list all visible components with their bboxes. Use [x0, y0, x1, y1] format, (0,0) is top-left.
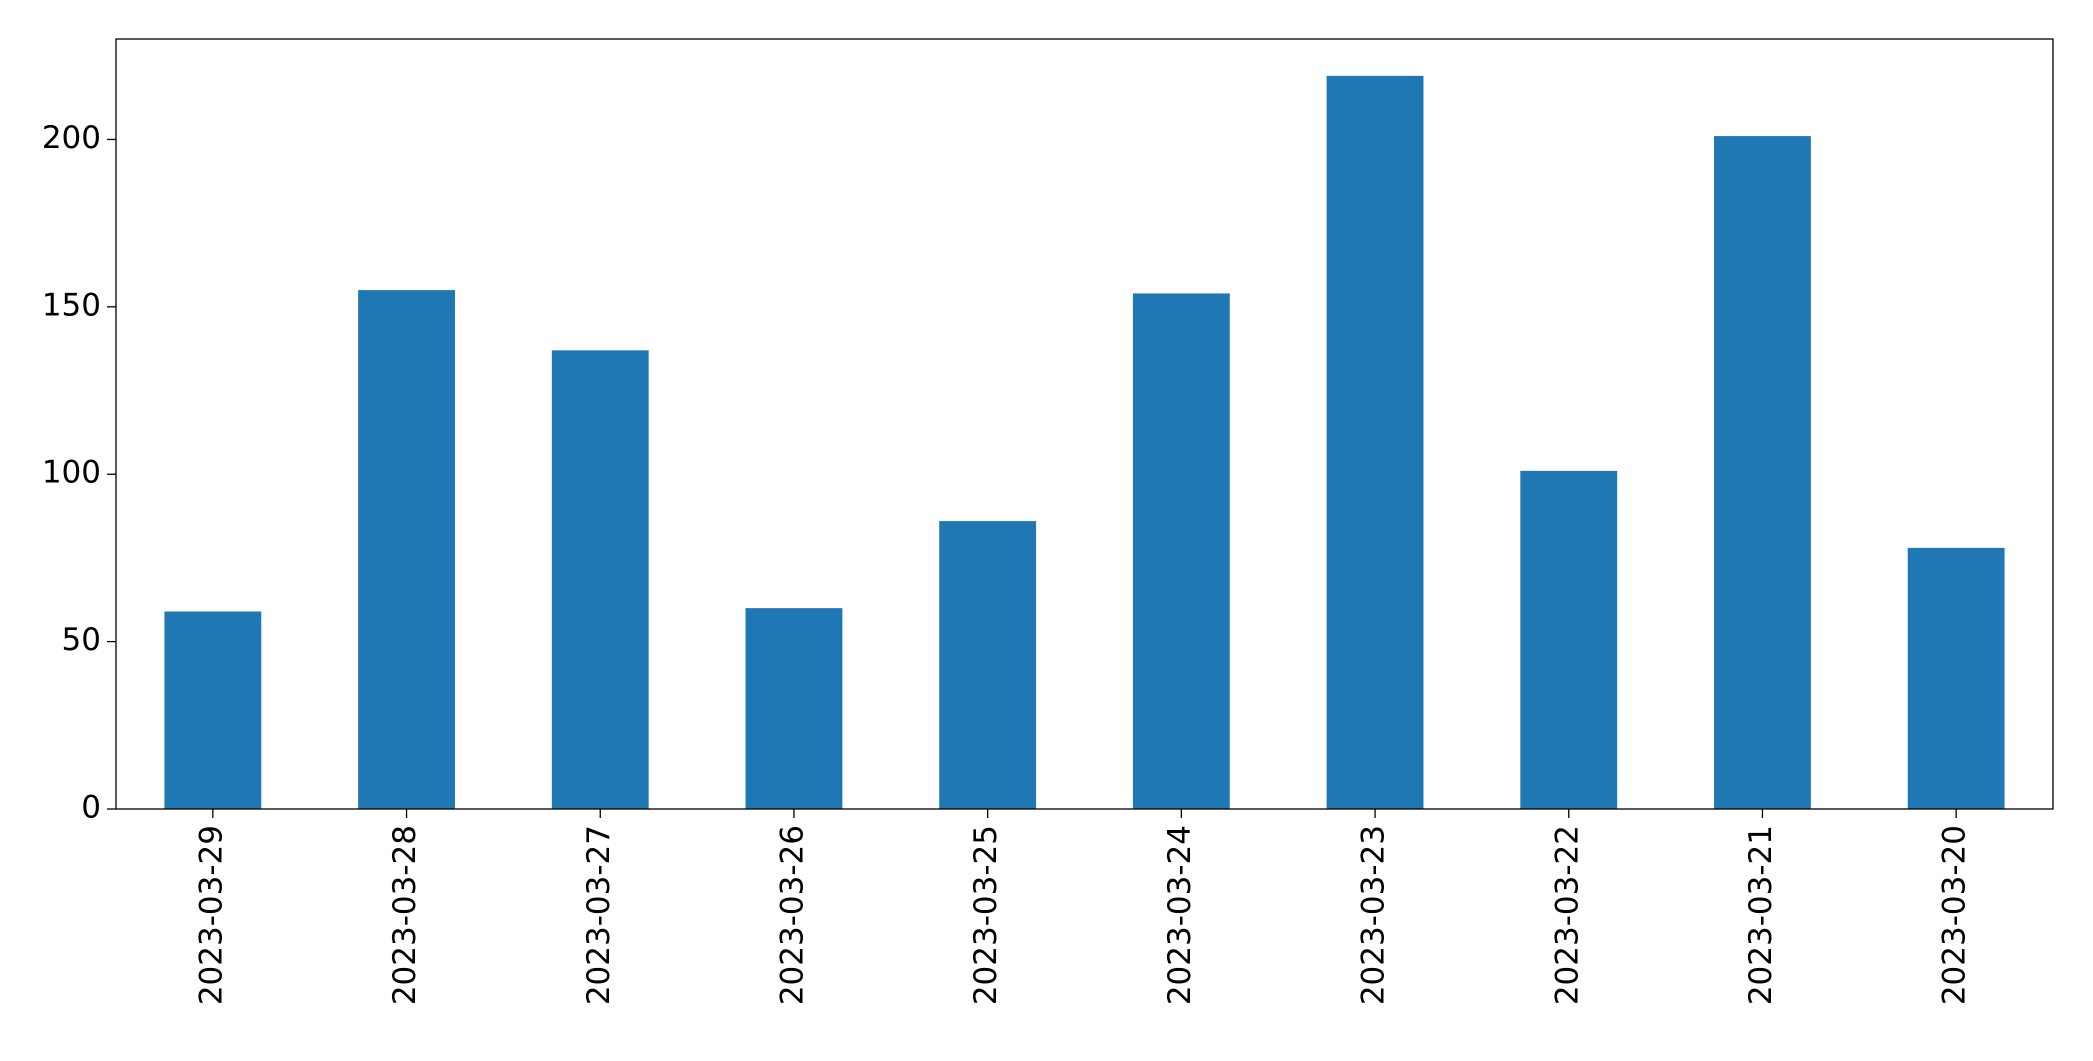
x-tick-label: 2023-03-28 [387, 825, 423, 1005]
bar [1907, 547, 2005, 809]
x-tick-label: 2023-03-21 [1743, 825, 1779, 1005]
y-tick-label: 150 [42, 287, 101, 323]
bar [939, 521, 1037, 809]
y-tick-label: 50 [62, 622, 101, 658]
x-tick-label: 2023-03-20 [1937, 825, 1973, 1005]
x-tick-label: 2023-03-24 [1162, 825, 1198, 1005]
y-tick-label: 100 [42, 455, 101, 491]
plot-frame [115, 38, 2054, 810]
bar [1132, 293, 1230, 809]
x-tick-label: 2023-03-29 [193, 825, 229, 1005]
y-tick-label: 0 [81, 790, 101, 826]
y-tick-label: 200 [42, 120, 101, 156]
bar [164, 611, 262, 809]
bar [1520, 470, 1618, 809]
x-tick-label: 2023-03-23 [1356, 825, 1392, 1005]
bar [1714, 136, 1811, 809]
bar [551, 350, 649, 809]
x-tick-label: 2023-03-22 [1549, 825, 1585, 1005]
x-tick-label: 2023-03-27 [581, 825, 617, 1005]
x-tick-label: 2023-03-25 [968, 825, 1004, 1005]
bar [745, 608, 843, 809]
bar [1326, 75, 1424, 809]
x-tick-label: 2023-03-26 [774, 825, 810, 1005]
bar [358, 290, 455, 810]
